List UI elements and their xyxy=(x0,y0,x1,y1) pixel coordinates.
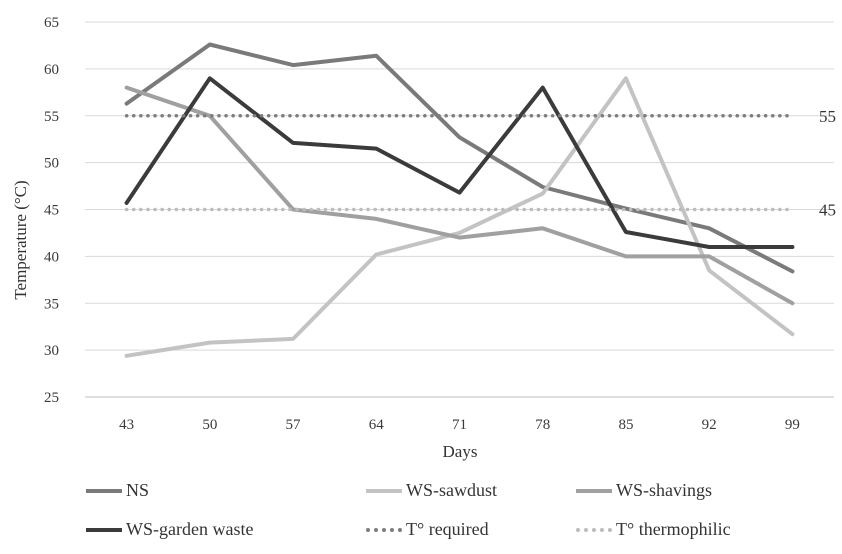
reference-label-t-thermophilic: 45 xyxy=(819,201,836,220)
y-tick-label-30: 30 xyxy=(44,343,59,359)
y-tick-label-55: 55 xyxy=(44,109,59,125)
y-axis-label: Temperature (°C) xyxy=(11,180,30,299)
x-axis-ticks: 43 50 57 64 71 78 85 92 99 xyxy=(119,417,800,433)
y-tick-label-35: 35 xyxy=(44,296,59,312)
legend-item-ws-shavings: WS-shavings xyxy=(576,480,712,501)
legend-label-ws-garden-waste: WS-garden waste xyxy=(126,519,254,539)
series-line-ws-sawdust xyxy=(124,76,795,358)
x-tick-label-64: 64 xyxy=(369,417,385,433)
legend-swatch-t-required xyxy=(366,527,402,532)
gridlines xyxy=(85,21,834,351)
reference-labels: 55 45 xyxy=(819,107,836,220)
legend-label-ns: NS xyxy=(126,480,150,500)
legend-label-t-required: T° required xyxy=(406,519,489,539)
x-tick-label-57: 57 xyxy=(286,417,302,433)
legend-swatch-ws-garden-waste xyxy=(86,527,122,532)
x-tick-label-50: 50 xyxy=(202,417,217,433)
y-tick-label-45: 45 xyxy=(44,203,59,219)
legend-item-ws-garden-waste: WS-garden waste xyxy=(86,519,253,540)
x-tick-label-78: 78 xyxy=(535,417,550,433)
legend-item-t-required: T° required xyxy=(366,519,489,540)
legend-swatch-t-thermophilic xyxy=(576,527,612,532)
x-tick-label-99: 99 xyxy=(785,417,800,433)
legend-item-ws-sawdust: WS-sawdust xyxy=(366,480,497,501)
series-lines xyxy=(124,42,795,358)
series-line-ns xyxy=(124,42,795,274)
legend-label-t-thermophilic: T° thermophilic xyxy=(616,519,731,539)
y-tick-label-25: 25 xyxy=(44,390,59,406)
legend-swatch-ws-sawdust xyxy=(366,488,402,493)
reference-label-t-required: 55 xyxy=(819,107,836,126)
series-line-ws-shavings xyxy=(124,85,795,306)
x-tick-label-71: 71 xyxy=(452,417,467,433)
x-tick-label-85: 85 xyxy=(618,417,633,433)
y-tick-label-65: 65 xyxy=(44,15,59,31)
legend-item-ns: NS xyxy=(86,480,149,501)
x-tick-label-92: 92 xyxy=(702,417,717,433)
x-axis-label: Days xyxy=(443,442,478,461)
legend-label-ws-shavings: WS-shavings xyxy=(616,480,712,500)
series-line-ws-garden-waste xyxy=(124,76,795,249)
legend-item-t-thermophilic: T° thermophilic xyxy=(576,519,731,540)
y-tick-label-40: 40 xyxy=(44,249,59,265)
y-axis-ticks: 25 30 35 40 45 50 55 60 65 xyxy=(44,15,59,406)
x-tick-label-43: 43 xyxy=(119,417,134,433)
legend-label-ws-sawdust: WS-sawdust xyxy=(406,480,497,500)
y-tick-label-50: 50 xyxy=(44,156,59,172)
legend-swatch-ns xyxy=(86,488,122,493)
y-tick-label-60: 60 xyxy=(44,62,59,78)
legend-swatch-ws-shavings xyxy=(576,488,612,493)
